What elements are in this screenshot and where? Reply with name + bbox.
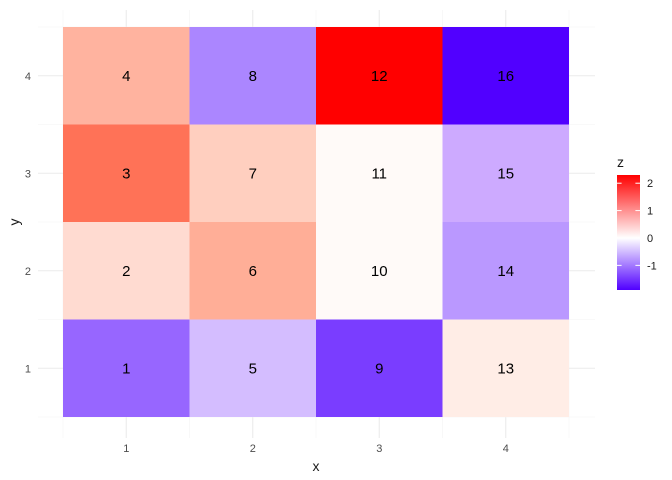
legend-title: z xyxy=(617,154,624,170)
heatmap-tile xyxy=(189,222,316,320)
legend-tick-label: 0 xyxy=(647,233,653,245)
cell-value-label: 8 xyxy=(249,68,257,85)
y-tick-label: 3 xyxy=(25,168,31,180)
cell-value-label: 5 xyxy=(249,360,257,377)
x-tick-label: 3 xyxy=(376,443,382,455)
cell-value-label: 15 xyxy=(497,165,514,182)
cell-value-label: 9 xyxy=(375,360,383,377)
y-tick-label: 1 xyxy=(25,363,31,375)
cell-value-label: 12 xyxy=(371,68,388,85)
heatmap-tile xyxy=(316,319,443,417)
heatmap-tile xyxy=(63,222,190,320)
heatmap-tile xyxy=(316,124,443,222)
legend-colorbar xyxy=(617,175,640,290)
legend-tick-label: -1 xyxy=(647,260,657,272)
heatmap-tile xyxy=(316,27,443,125)
cell-value-label: 3 xyxy=(122,165,130,182)
legend: z -1 0 1 2 xyxy=(617,154,657,290)
heatmap-tile xyxy=(442,222,569,320)
heatmap-tile xyxy=(316,222,443,320)
cell-value-label: 14 xyxy=(497,263,514,280)
x-tick-label: 1 xyxy=(123,443,129,455)
cell-value-label: 16 xyxy=(497,68,514,85)
x-axis-title: x xyxy=(313,458,320,474)
legend-ticks: -1 0 1 2 xyxy=(617,178,657,272)
y-axis-title: y xyxy=(6,219,22,226)
heatmap-tile xyxy=(63,27,190,125)
heatmap-tile xyxy=(442,27,569,125)
cell-value-label: 13 xyxy=(497,360,514,377)
cell-value-label: 6 xyxy=(249,263,257,280)
legend-tick-label: 1 xyxy=(647,206,653,218)
heatmap-tile xyxy=(442,319,569,417)
cell-value-label: 1 xyxy=(122,360,130,377)
cell-value-label: 11 xyxy=(371,165,387,182)
cell-value-label: 7 xyxy=(249,165,257,182)
x-tick-label: 2 xyxy=(250,443,256,455)
heatmap-tile xyxy=(189,124,316,222)
heatmap-tile xyxy=(189,27,316,125)
cell-value-label: 10 xyxy=(371,263,388,280)
y-tick-label: 2 xyxy=(25,266,31,278)
legend-tick-label: 2 xyxy=(647,178,653,190)
cell-value-label: 2 xyxy=(122,263,130,280)
y-tick-label: 4 xyxy=(25,71,31,83)
tiles-layer xyxy=(63,27,569,417)
x-tick-label: 4 xyxy=(503,443,509,455)
heatmap-tile xyxy=(189,319,316,417)
heatmap-tile xyxy=(442,124,569,222)
heatmap-tile xyxy=(63,319,190,417)
cell-value-label: 4 xyxy=(122,68,130,85)
heatmap-tile xyxy=(63,124,190,222)
